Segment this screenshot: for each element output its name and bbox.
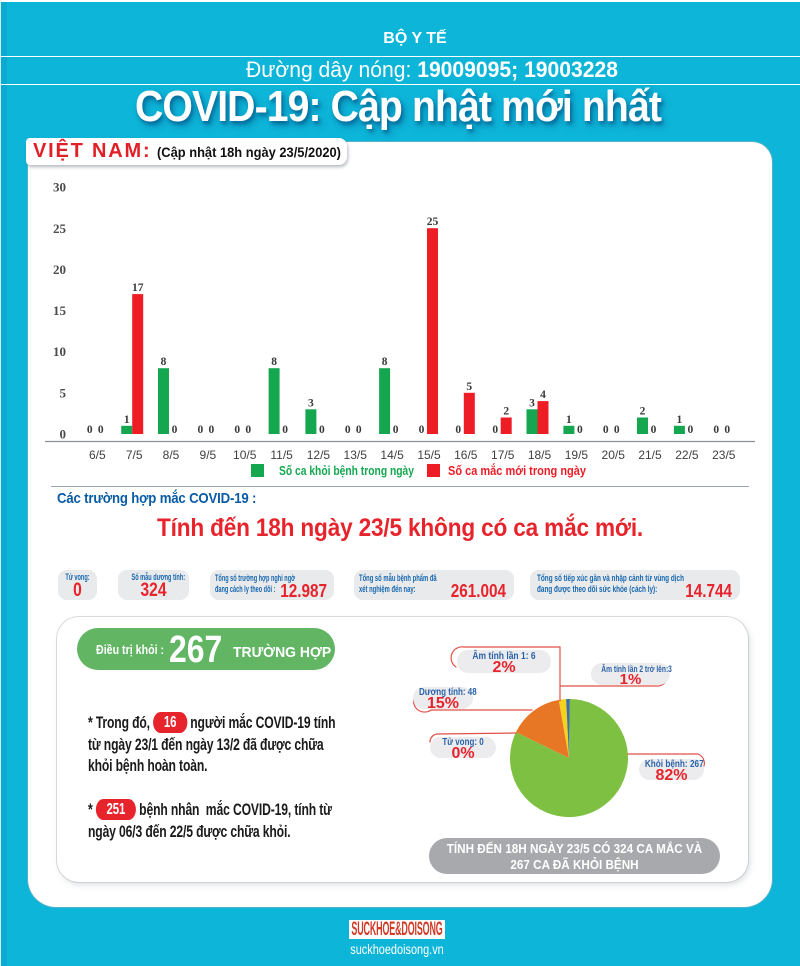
svg-text:8: 8 <box>161 356 167 368</box>
svg-text:22/5: 22/5 <box>675 448 699 462</box>
svg-text:0: 0 <box>282 424 288 436</box>
svg-text:2: 2 <box>503 406 509 418</box>
svg-text:0: 0 <box>455 424 461 436</box>
svg-text:17: 17 <box>132 282 144 294</box>
svg-text:25: 25 <box>53 221 67 236</box>
svg-text:17/5: 17/5 <box>491 448 515 462</box>
svg-text:15: 15 <box>53 303 67 318</box>
svg-text:0: 0 <box>345 424 351 436</box>
svg-text:0: 0 <box>209 424 215 436</box>
svg-text:25: 25 <box>427 216 439 228</box>
svg-text:0: 0 <box>393 424 399 436</box>
svg-text:11/5: 11/5 <box>270 448 293 462</box>
svg-text:1: 1 <box>124 414 130 426</box>
svg-text:0: 0 <box>492 424 498 436</box>
svg-text:13/5: 13/5 <box>344 448 368 462</box>
svg-text:16/5: 16/5 <box>454 448 478 462</box>
svg-text:15/5: 15/5 <box>417 448 441 462</box>
svg-text:0: 0 <box>60 427 67 442</box>
svg-text:23/5: 23/5 <box>712 448 736 462</box>
svg-text:30: 30 <box>53 180 66 195</box>
svg-text:5: 5 <box>60 385 67 400</box>
svg-text:12/5: 12/5 <box>307 448 331 462</box>
svg-text:0: 0 <box>688 424 694 436</box>
svg-text:0: 0 <box>356 424 362 436</box>
svg-text:19/5: 19/5 <box>565 448 589 462</box>
svg-text:8: 8 <box>271 356 277 368</box>
svg-text:Số ca mắc mới trong ngày: Số ca mắc mới trong ngày <box>448 463 586 478</box>
svg-text:0: 0 <box>603 424 609 436</box>
svg-text:Số ca khỏi bệnh trong ngày: Số ca khỏi bệnh trong ngày <box>279 464 414 478</box>
svg-text:20/5: 20/5 <box>602 448 626 462</box>
svg-text:0: 0 <box>651 424 657 436</box>
svg-text:3: 3 <box>529 397 535 409</box>
svg-text:1: 1 <box>566 414 572 426</box>
svg-text:0: 0 <box>98 424 104 436</box>
svg-text:10/5: 10/5 <box>233 448 257 462</box>
svg-text:0: 0 <box>172 424 178 436</box>
svg-text:20: 20 <box>53 262 66 277</box>
svg-text:4: 4 <box>540 389 546 401</box>
svg-text:10: 10 <box>53 344 66 359</box>
svg-text:0: 0 <box>87 424 93 436</box>
svg-text:0: 0 <box>319 424 325 436</box>
svg-text:8/5: 8/5 <box>163 448 180 462</box>
svg-text:3: 3 <box>308 397 314 409</box>
svg-text:5: 5 <box>466 381 472 393</box>
svg-text:0: 0 <box>724 424 730 436</box>
svg-text:0: 0 <box>713 424 719 436</box>
svg-text:9/5: 9/5 <box>200 448 217 462</box>
svg-text:1: 1 <box>677 414 683 426</box>
svg-text:14/5: 14/5 <box>380 448 404 462</box>
svg-text:21/5: 21/5 <box>638 448 662 462</box>
svg-text:2: 2 <box>640 406 646 418</box>
svg-text:8: 8 <box>382 356 388 368</box>
svg-text:0: 0 <box>198 424 204 436</box>
svg-text:0: 0 <box>419 424 425 436</box>
svg-text:0: 0 <box>614 424 620 436</box>
svg-text:18/5: 18/5 <box>528 448 552 462</box>
svg-text:0: 0 <box>245 424 251 436</box>
svg-text:7/5: 7/5 <box>126 448 143 462</box>
svg-text:0: 0 <box>234 424 240 436</box>
svg-text:6/5: 6/5 <box>89 448 106 462</box>
svg-text:0: 0 <box>577 424 583 436</box>
